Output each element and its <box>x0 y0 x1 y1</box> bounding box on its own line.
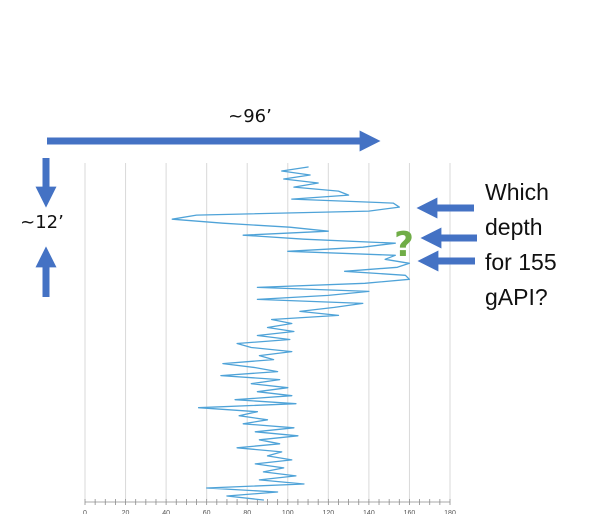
x-tick-label: 120 <box>322 510 334 514</box>
gridlines <box>84 163 451 500</box>
width-label: ~96’ <box>228 106 272 127</box>
x-tick-label: 160 <box>404 510 416 514</box>
x-tick-label: 60 <box>203 510 211 514</box>
question-mark: ? <box>394 225 414 265</box>
x-axis: 0 20 40 60 80 100 120 140 160 180 <box>83 499 456 514</box>
question-line-3: for 155 <box>485 249 557 275</box>
log-curve-line <box>171 166 411 501</box>
log-curve <box>171 166 411 501</box>
x-tick-label: 80 <box>243 510 251 514</box>
question-line-4: gAPI? <box>485 284 548 310</box>
x-tick-label: 20 <box>122 510 130 514</box>
question-line-2: depth <box>485 214 543 240</box>
x-tick-label: 100 <box>282 510 294 514</box>
x-tick-label: 0 <box>83 510 87 514</box>
height-label: ~12’ <box>20 212 64 233</box>
x-tick-label: 140 <box>363 510 375 514</box>
x-tick-label: 180 <box>444 510 456 514</box>
question-line-1: Which <box>485 179 549 205</box>
x-tick-label: 40 <box>162 510 170 514</box>
